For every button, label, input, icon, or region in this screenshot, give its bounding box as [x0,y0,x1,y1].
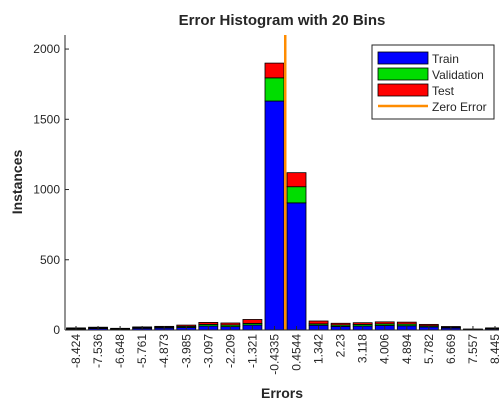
x-tick-label-16: 5.782 [422,334,436,364]
bar-test-15 [397,322,416,324]
bar-test-16 [419,324,438,325]
x-tick-label-10: 0.4544 [290,334,304,371]
bar-test-14 [375,322,394,324]
x-tick-label-17: 6.669 [444,334,458,364]
bar-train-10 [287,203,306,330]
y-tick-label-2: 1000 [33,183,60,197]
legend-swatch-test [378,84,428,96]
x-tick-label-15: 4.894 [400,334,414,364]
bar-test-8 [243,319,262,323]
legend-swatch-train [378,52,428,64]
legend-label-validation: Validation [432,68,484,82]
bar-test-19 [486,328,499,329]
x-tick-label-12: 2.23 [334,334,348,358]
x-tick-label-0: -8.424 [69,334,83,368]
bar-test-7 [221,323,240,325]
bar-test-9 [265,63,284,78]
bar-validation-10 [287,187,306,203]
x-tick-label-2: -6.648 [113,334,127,368]
legend-label-zero-error: Zero Error [432,100,487,114]
x-tick-label-4: -4.873 [157,334,171,368]
x-tick-label-19: 8.445 [488,334,499,364]
y-tick-label-1: 500 [40,253,60,267]
y-axis-label: Instances [9,149,25,214]
x-tick-label-5: -3.985 [179,334,193,368]
x-tick-label-6: -3.097 [201,334,215,368]
x-tick-label-14: 4.006 [378,334,392,364]
x-tick-label-18: 7.557 [466,334,480,364]
x-tick-label-1: -7.536 [91,334,105,368]
legend-label-test: Test [432,84,455,98]
bar-test-10 [287,173,306,187]
legend: Train Validation Test Zero Error [372,45,494,119]
bar-test-11 [309,321,328,324]
bar-test-6 [199,322,218,324]
y-tick-label-0: 0 [53,323,60,337]
y-tick-label-3: 1500 [33,112,60,126]
chart-title: Error Histogram with 20 Bins [179,12,386,29]
x-tick-label-3: -5.761 [135,334,149,368]
x-tick-label-11: 1.342 [312,334,326,364]
legend-swatch-validation [378,68,428,80]
x-axis-label: Errors [261,385,303,400]
x-tick-label-8: -1.321 [245,334,259,368]
legend-label-train: Train [432,52,459,66]
bar-test-12 [331,323,350,325]
bar-train-9 [265,101,284,330]
bar-test-13 [353,323,372,325]
bar-validation-9 [265,78,284,101]
x-tick-label-13: 3.118 [356,334,370,363]
x-ticks: -8.424 -7.536 -6.648 -5.761 -4.873 -3.985 -3.0… [69,326,499,375]
y-ticks: 0 500 1000 1500 2000 [33,42,69,337]
x-tick-label-7: -2.209 [223,334,237,368]
y-tick-label-4: 2000 [33,42,60,56]
x-tick-label-9: -0.4335 [267,334,281,375]
